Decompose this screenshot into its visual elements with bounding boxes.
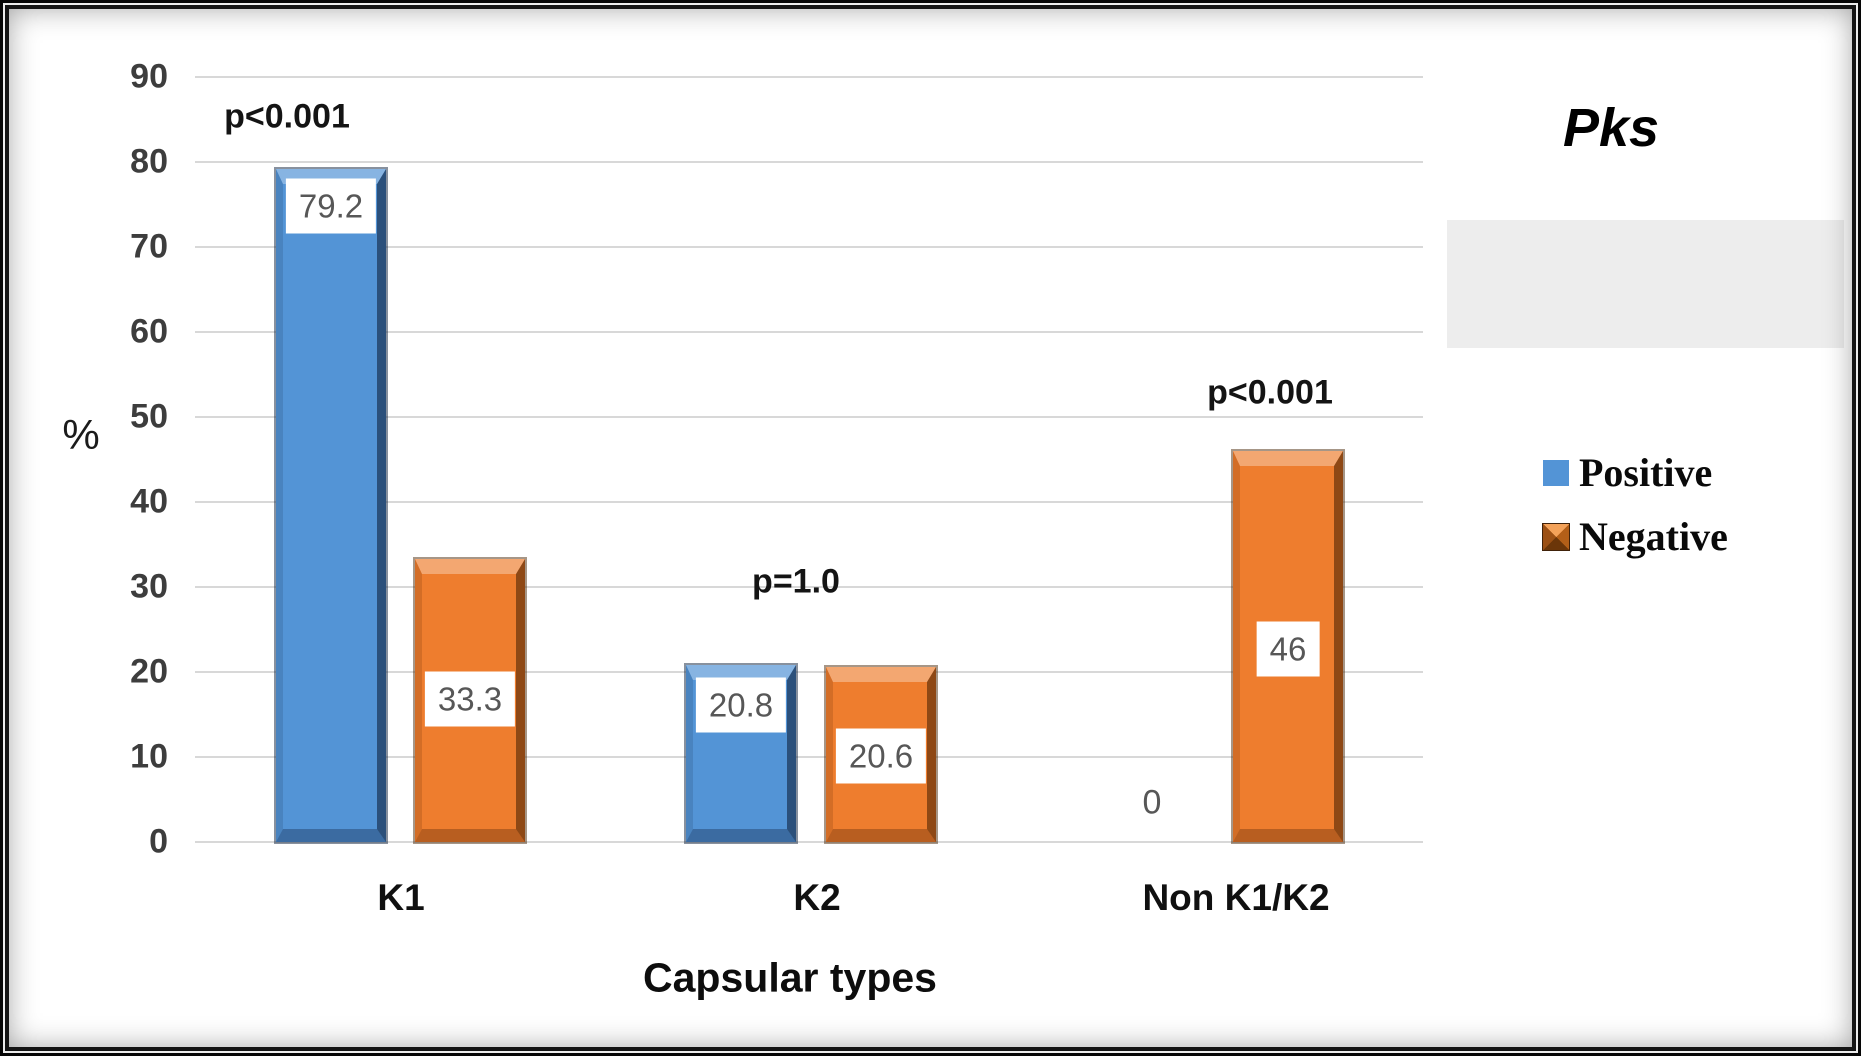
x-axis-title: Capsular types: [643, 954, 937, 1001]
gridline-20: [195, 671, 1423, 673]
gridline-50: [195, 416, 1423, 418]
legend: Positive Negative: [1447, 220, 1844, 557]
y-tick-label-60: 60: [130, 312, 168, 351]
legend-label-negative: Negative: [1579, 514, 1728, 559]
x-category-label-1: K1: [377, 877, 425, 918]
gridline-80: [195, 161, 1423, 163]
y-tick-label-80: 80: [130, 142, 168, 181]
y-tick-label-0: 0: [149, 822, 168, 861]
legend-title: Pks: [1562, 98, 1660, 158]
x-category-label-2: K2: [793, 877, 841, 918]
gridline-70: [195, 246, 1423, 248]
legend-entry-positive: Positive: [1543, 450, 1713, 495]
y-tick-label-50: 50: [130, 397, 168, 436]
gridline-10: [195, 756, 1423, 758]
bar-value-label: 20.6: [835, 728, 927, 784]
p-value-annotation-3: p<0.001: [1207, 373, 1333, 412]
gridline-40: [195, 501, 1423, 503]
bar-value-label: 79.2: [285, 178, 377, 234]
bar-positive-K1: [276, 169, 386, 842]
negative-swatch-icon: [1543, 524, 1569, 550]
y-tick-label-30: 30: [130, 567, 168, 606]
x-category-label-3: Non K1/K2: [1142, 877, 1330, 918]
p-value-annotation-2: p=1.0: [752, 562, 840, 601]
y-tick-label-90: 90: [130, 57, 168, 96]
bar-value-label: 46: [1256, 621, 1320, 677]
bar-value-label-zero: 0: [1142, 783, 1162, 822]
gridline-0: [195, 841, 1423, 843]
y-tick-label-70: 70: [130, 227, 168, 266]
y-axis-title: %: [62, 411, 100, 458]
gridline-60: [195, 331, 1423, 333]
gridline-30: [195, 586, 1423, 588]
bar-value-label: 33.3: [424, 671, 516, 727]
positive-swatch-icon: [1543, 460, 1569, 486]
y-tick-label-10: 10: [130, 737, 168, 776]
y-tick-label-40: 40: [130, 482, 168, 521]
p-value-annotation-1: p<0.001: [224, 97, 350, 136]
legend-entry-negative: Negative: [1543, 514, 1728, 559]
bar-value-label: 20.8: [695, 677, 787, 733]
y-tick-label-20: 20: [130, 652, 168, 691]
gridline-90: [195, 76, 1423, 78]
legend-label-positive: Positive: [1579, 450, 1713, 495]
